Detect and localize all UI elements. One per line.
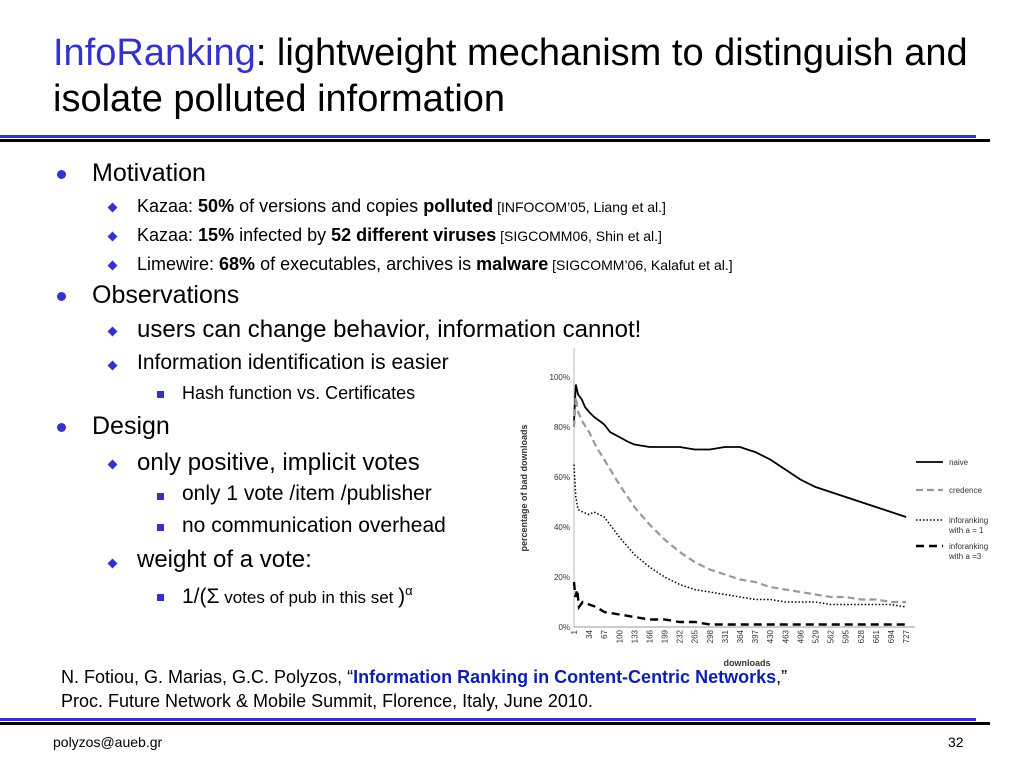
x-tick-label: 595 [842, 629, 851, 643]
x-tick-label: 529 [811, 629, 820, 643]
reference-paper-title: Information Ranking in Content-Centric N… [353, 667, 777, 687]
title-accent: InfoRanking [53, 32, 256, 74]
x-tick-label: 166 [645, 629, 654, 643]
x-tick-label: 67 [600, 629, 609, 638]
bullet-dot-icon [57, 423, 66, 432]
x-tick-label: 1 [570, 629, 579, 634]
bullet-diamond-icon [107, 260, 118, 271]
legend-label: with a = 1 [948, 526, 984, 535]
subsub-hash: Hash function vs. Certificates [182, 383, 416, 403]
subbullet-weight: weight of a vote: [137, 546, 312, 573]
y-tick-label: 100% [550, 373, 570, 382]
x-tick-label: 628 [857, 629, 866, 643]
bullet-diamond-icon [107, 360, 118, 371]
bullet-diamond-icon [107, 459, 118, 470]
bullet-square-icon [157, 391, 164, 398]
legend-label: with a =3 [948, 552, 982, 561]
y-tick-label: 20% [554, 573, 570, 582]
chart-x-axis-label: downloads [724, 658, 771, 668]
x-tick-label: 232 [676, 629, 685, 643]
subbullet-users-change: users can change behavior, information c… [137, 316, 642, 343]
bullet-square-icon [157, 493, 164, 500]
x-tick-label: 397 [751, 629, 760, 643]
bullet-diamond-icon [107, 326, 118, 337]
y-tick-label: 80% [554, 423, 570, 432]
bullet-square-icon [157, 594, 164, 601]
page-number: 32 [948, 734, 964, 750]
reference-citation: N. Fotiou, G. Marias, G.C. Polyzos, “Inf… [61, 665, 1001, 713]
y-tick-label: 0% [558, 623, 570, 632]
subbullet-info-ident: Information identification is easier [137, 351, 449, 374]
bullet-motivation: Motivation [92, 159, 206, 187]
series-line-3 [573, 464, 907, 608]
y-tick-label: 40% [554, 523, 570, 532]
x-tick-label: 364 [736, 629, 745, 643]
bullet-diamond-icon [107, 202, 118, 213]
x-tick-label: 430 [766, 629, 775, 643]
x-tick-label: 133 [630, 629, 639, 643]
x-tick-label: 331 [721, 629, 730, 643]
x-tick-label: 562 [827, 629, 836, 643]
x-tick-label: 463 [781, 629, 790, 643]
legend-label: naive [949, 458, 969, 467]
bullet-diamond-icon [107, 558, 118, 569]
x-tick-label: 661 [872, 629, 881, 643]
subbullet-positive-votes: only positive, implicit votes [137, 449, 420, 476]
subbullet-limewire-malware: Limewire: 68% of executables, archives i… [137, 254, 733, 274]
series-line-2 [572, 396, 907, 604]
bullet-diamond-icon [107, 231, 118, 242]
legend-label: credence [949, 486, 982, 495]
bullet-design: Design [92, 412, 170, 440]
footer-email: polyzos@aueb.gr [53, 734, 163, 750]
bullet-square-icon [157, 524, 164, 531]
subsub-no-comm: no communication overhead [182, 514, 446, 537]
chart-y-axis-label: percentage of bad downloads [519, 424, 529, 551]
subsub-one-vote: only 1 vote /item /publisher [182, 482, 432, 505]
series-line-4 [572, 581, 907, 626]
title-rest: : lightweight mechanism to distinguish a… [53, 32, 968, 120]
x-tick-label: 100 [615, 629, 624, 643]
bad-downloads-chart: 0% 20% 40% 60% 80% 100% 1 34 67 100 133 166 199 232 2… [515, 340, 1020, 670]
reference-venue: Proc. Future Network & Mobile Summit, Fl… [61, 691, 593, 711]
footer-divider [0, 718, 990, 725]
subbullet-kazaa-viruses: Kazaa: 15% infected by 52 different viru… [137, 225, 662, 245]
title-divider [0, 135, 990, 142]
x-tick-label: 265 [691, 629, 700, 643]
legend-label: inforanking [949, 516, 988, 525]
bullet-dot-icon [57, 292, 66, 301]
series-line-1 [573, 384, 907, 518]
x-tick-label: 496 [796, 629, 805, 643]
x-tick-label: 694 [887, 629, 896, 643]
subbullet-kazaa-polluted: Kazaa: 50% of versions and copies pollut… [137, 196, 666, 216]
slide-title: InfoRanking: lightweight mechanism to di… [53, 30, 993, 122]
x-tick-label: 298 [706, 629, 715, 643]
bullet-observations: Observations [92, 281, 240, 309]
y-tick-label: 60% [554, 473, 570, 482]
bullet-dot-icon [57, 170, 66, 179]
x-tick-label: 34 [585, 629, 594, 638]
subsub-formula: 1/(Σ votes of pub in this set )α [182, 583, 413, 608]
x-tick-label: 199 [661, 629, 670, 643]
legend-label: inforanking [949, 542, 988, 551]
x-tick-label: 727 [902, 629, 911, 643]
